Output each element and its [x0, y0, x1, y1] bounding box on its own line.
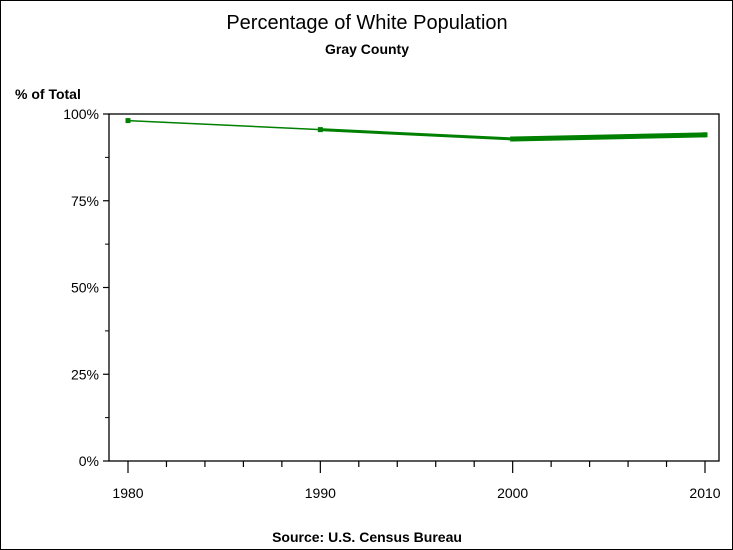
plot-area — [108, 113, 720, 462]
y-tick-label: 25% — [71, 366, 99, 382]
x-tick-label: 1990 — [305, 485, 336, 501]
y-tick-label: 75% — [71, 193, 99, 209]
y-axis-label: % of Total — [15, 86, 81, 102]
footnote: Source: U.S. Census Bureau — [272, 529, 462, 545]
data-point — [510, 136, 516, 142]
series-line-segment — [510, 132, 708, 142]
chart-subtitle: Gray County — [325, 41, 409, 57]
data-point — [317, 127, 323, 133]
series-line-segment — [318, 128, 515, 141]
series-line-segment — [127, 119, 322, 131]
x-tick-label: 2010 — [689, 485, 720, 501]
x-tick-label: 1980 — [112, 485, 143, 501]
data-point — [702, 132, 708, 138]
x-tick-label: 2000 — [497, 485, 528, 501]
y-tick-label: 0% — [79, 453, 99, 469]
chart-title: Percentage of White Population — [226, 12, 507, 34]
y-tick-label: 100% — [63, 106, 99, 122]
y-tick-label: 50% — [71, 280, 99, 296]
data-point — [125, 118, 131, 124]
